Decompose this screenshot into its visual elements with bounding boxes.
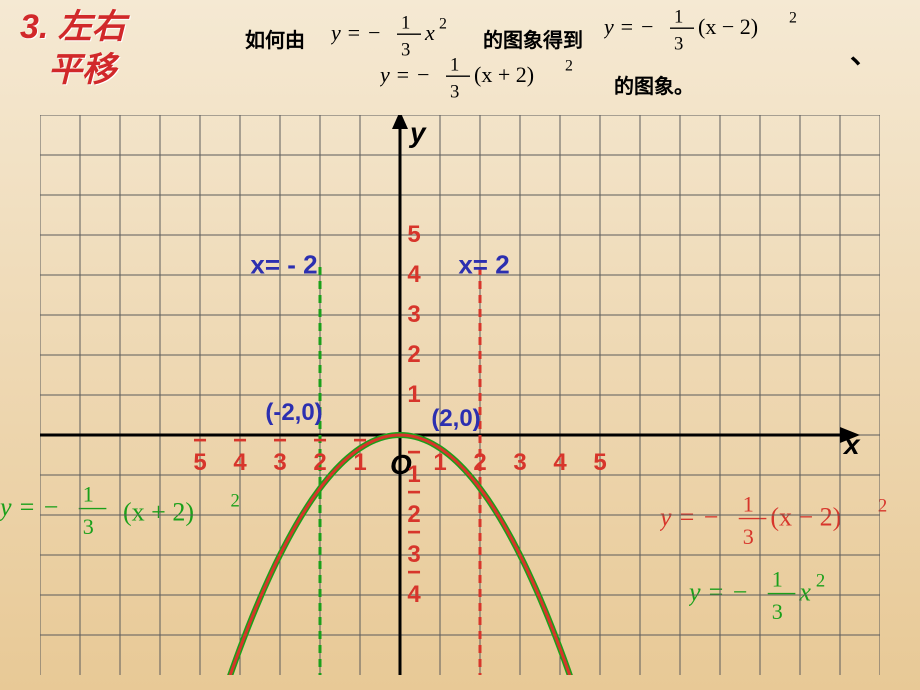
svg-text:2: 2 <box>565 57 573 74</box>
svg-text:3: 3 <box>450 81 459 100</box>
prompt-part-1: 如何由 <box>245 24 305 53</box>
formula-top-2: y = − 1 3 (x − 2) 2 <box>604 4 805 57</box>
plane-svg <box>40 115 880 675</box>
y-axis-label: y <box>410 117 426 149</box>
svg-text:y = −: y = − <box>380 62 430 87</box>
formula-top-3: y = − 1 3 (x + 2) 2 <box>380 52 581 105</box>
svg-text:1: 1 <box>450 54 459 75</box>
vertex-right-label: (2,0) <box>431 405 480 433</box>
coordinate-plane: y x O x= - 2 x= 2 (-2,0) (2,0) 5−4−3−2−1… <box>40 115 880 675</box>
svg-text:1: 1 <box>401 12 410 33</box>
svg-text:2: 2 <box>789 9 797 26</box>
prompt-comma: 、 <box>850 32 878 72</box>
prompt-part-2: 的图象得到 <box>483 24 583 53</box>
prompt-part-3: 的图象。 <box>614 70 694 99</box>
axis-sym-right-label: x= 2 <box>458 250 509 281</box>
svg-text:2: 2 <box>439 15 447 32</box>
svg-text:y = −: y = − <box>604 14 654 39</box>
svg-text:x: x <box>424 20 435 45</box>
x-axis-label: x <box>844 429 860 461</box>
vertex-left-label: (-2,0) <box>265 399 322 427</box>
svg-text:(x − 2): (x − 2) <box>698 14 758 39</box>
svg-text:3: 3 <box>674 33 683 52</box>
svg-text:y = −: y = − <box>331 20 381 45</box>
svg-text:(x + 2): (x + 2) <box>474 62 534 87</box>
heading-line-2: 平移 <box>20 49 126 92</box>
svg-text:1: 1 <box>674 6 683 27</box>
heading-line-1: 3. 左右 <box>20 6 126 49</box>
section-heading: 3. 左右 平移 <box>20 6 126 91</box>
axis-sym-left-label: x= - 2 <box>250 250 317 281</box>
